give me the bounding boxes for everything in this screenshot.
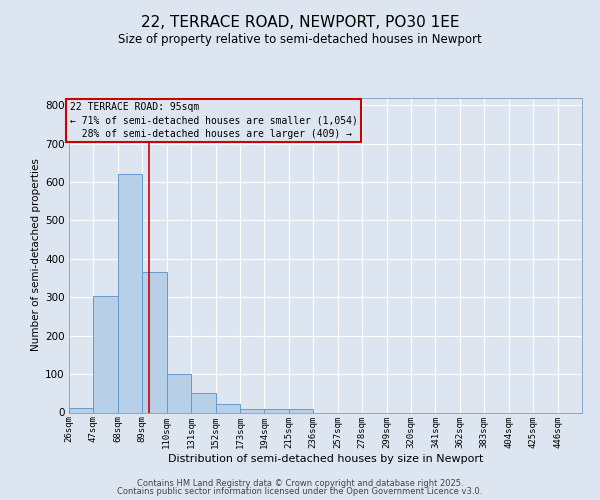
Bar xyxy=(289,410,313,412)
Bar xyxy=(265,408,289,412)
Text: Contains HM Land Registry data © Crown copyright and database right 2025.: Contains HM Land Registry data © Crown c… xyxy=(137,478,463,488)
Text: 22 TERRACE ROAD: 95sqm
← 71% of semi-detached houses are smaller (1,054)
  28% o: 22 TERRACE ROAD: 95sqm ← 71% of semi-det… xyxy=(70,102,358,139)
Y-axis label: Number of semi-detached properties: Number of semi-detached properties xyxy=(31,158,41,352)
Bar xyxy=(69,408,94,412)
Bar xyxy=(142,272,167,412)
Bar xyxy=(215,404,240,412)
Bar xyxy=(94,296,118,412)
Text: Size of property relative to semi-detached houses in Newport: Size of property relative to semi-detach… xyxy=(118,32,482,46)
Bar xyxy=(240,408,265,412)
X-axis label: Distribution of semi-detached houses by size in Newport: Distribution of semi-detached houses by … xyxy=(168,454,483,464)
Bar xyxy=(191,394,215,412)
Bar xyxy=(118,174,142,412)
Text: 22, TERRACE ROAD, NEWPORT, PO30 1EE: 22, TERRACE ROAD, NEWPORT, PO30 1EE xyxy=(141,15,459,30)
Bar xyxy=(167,374,191,412)
Text: Contains public sector information licensed under the Open Government Licence v3: Contains public sector information licen… xyxy=(118,487,482,496)
